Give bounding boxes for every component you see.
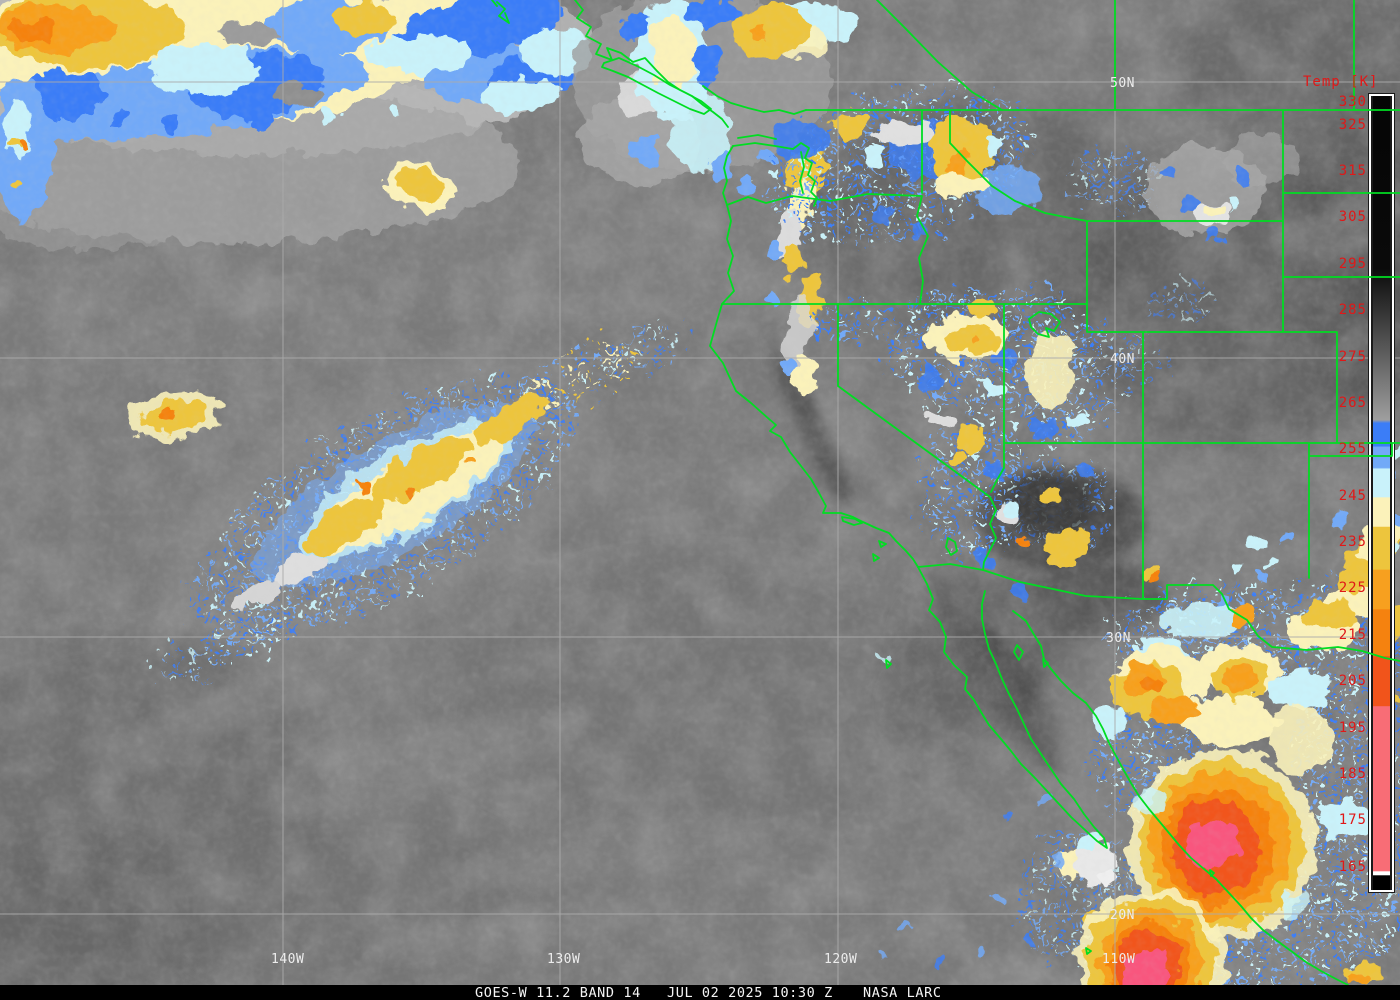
colorbar-tick-325: 325 [1339, 117, 1367, 133]
grid-labels: 50N 40N 30N 20N 140W 130W 120W 110W [271, 76, 1135, 967]
colorbar-tick-265: 265 [1339, 395, 1367, 411]
coastline-pacific [709, 145, 919, 568]
longitude-label-140w: 140W [271, 952, 304, 967]
border-california-nevada [837, 303, 997, 571]
longitude-label-120w: 120W [824, 952, 857, 967]
colorbar-white-frame [1369, 94, 1394, 892]
geo-borders [491, 0, 1400, 986]
colorbar-labels: Temp [K] 330 325 315 305 295 285 275 265… [1303, 74, 1378, 875]
latitude-label-30n: 30N [1106, 631, 1131, 646]
colorbar-tick-195: 195 [1339, 720, 1367, 736]
colorbar-title: Temp [K] [1303, 74, 1378, 90]
colorbar-tick-215: 215 [1339, 627, 1367, 643]
coastline-vancouver-island [601, 57, 712, 115]
status-bar-background [0, 985, 1400, 1000]
latitude-label-20n: 20N [1110, 908, 1135, 923]
colorbar-tick-165: 165 [1339, 859, 1367, 875]
coastline-juan-de-fuca [732, 134, 794, 150]
latitude-label-50n: 50N [1110, 76, 1135, 91]
coastline-baja [917, 566, 1108, 849]
coastline-puget-sound [792, 142, 818, 207]
status-bar: GOES-W 11.2 BAND 14 JUL 02 2025 10:30 Z … [0, 985, 1400, 1000]
colorbar-tick-305: 305 [1339, 209, 1367, 225]
border-mexico [917, 563, 1400, 662]
colorbar-tick-285: 285 [1339, 302, 1367, 318]
border-us-states [721, 109, 1400, 600]
colorbar-tick-235: 235 [1339, 534, 1367, 550]
colorbar-tick-315: 315 [1339, 163, 1367, 179]
colorbar [1368, 93, 1395, 893]
colorbar-tick-295: 295 [1339, 256, 1367, 272]
longitude-label-110w: 110W [1102, 952, 1135, 967]
status-credit: NASA LARC [863, 985, 942, 1000]
status-product: GOES-W 11.2 BAND 14 [475, 985, 641, 1000]
islands-and-lakes [491, 0, 1215, 955]
colorbar-tick-275: 275 [1339, 349, 1367, 365]
status-timestamp: JUL 02 2025 10:30 Z [667, 985, 833, 1000]
colorbar-gradient [1373, 96, 1390, 890]
border-canadian-provinces [876, 0, 1355, 111]
colorbar-tick-330: 330 [1339, 94, 1367, 110]
coastline-mexico-mainland [1012, 610, 1349, 986]
colorbar-tick-185: 185 [1339, 766, 1367, 782]
coastline-bc-fjords [574, 0, 729, 128]
colorbar-tick-245: 245 [1339, 488, 1367, 504]
latitude-label-40n: 40N [1110, 352, 1135, 367]
colorbar-tick-225: 225 [1339, 580, 1367, 596]
longitude-label-130w: 130W [547, 952, 580, 967]
colorbar-tick-205: 205 [1339, 673, 1367, 689]
colorbar-tick-175: 175 [1339, 812, 1367, 828]
coastline-georgia-strait [702, 85, 807, 115]
colorbar-tick-255: 255 [1339, 441, 1367, 457]
